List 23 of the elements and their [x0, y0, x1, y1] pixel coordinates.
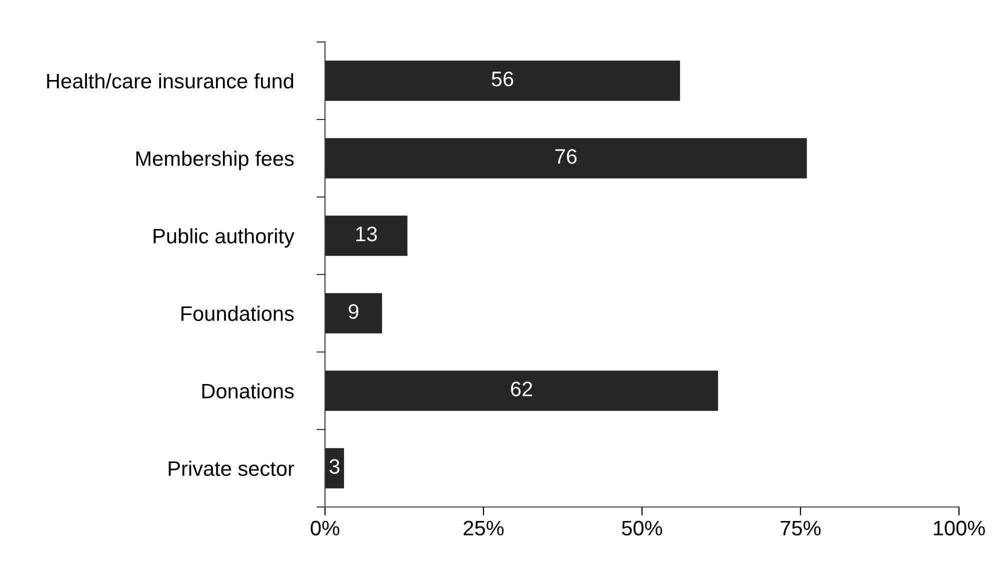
bar: [325, 60, 680, 101]
y-tick-label: Health/care insurance fund: [47, 73, 294, 89]
data-label: 76: [555, 149, 577, 164]
x-tick-label: 100%: [934, 520, 985, 536]
bar: [325, 216, 408, 256]
x-tick-label: 0%: [310, 520, 340, 536]
y-tick-label: Foundations: [182, 306, 294, 322]
x-tick-label: 25%: [464, 520, 504, 536]
data-label: 13: [356, 226, 377, 242]
data-label: 3: [330, 459, 340, 474]
y-tick-label: Donations: [202, 383, 294, 399]
data-label: 56: [492, 72, 514, 86]
x-tick-label: 75%: [780, 520, 821, 536]
data-label: 62: [511, 382, 532, 396]
bar: [325, 370, 718, 411]
data-label: 9: [348, 304, 358, 319]
y-tick-label: Private sector: [168, 460, 294, 476]
y-tick-label: Public authority: [154, 228, 294, 248]
y-tick-label: Membership fees: [136, 150, 294, 170]
bar: [325, 138, 807, 178]
x-tick-label: 50%: [622, 520, 662, 536]
bar: [325, 448, 344, 488]
bar: [325, 293, 382, 334]
